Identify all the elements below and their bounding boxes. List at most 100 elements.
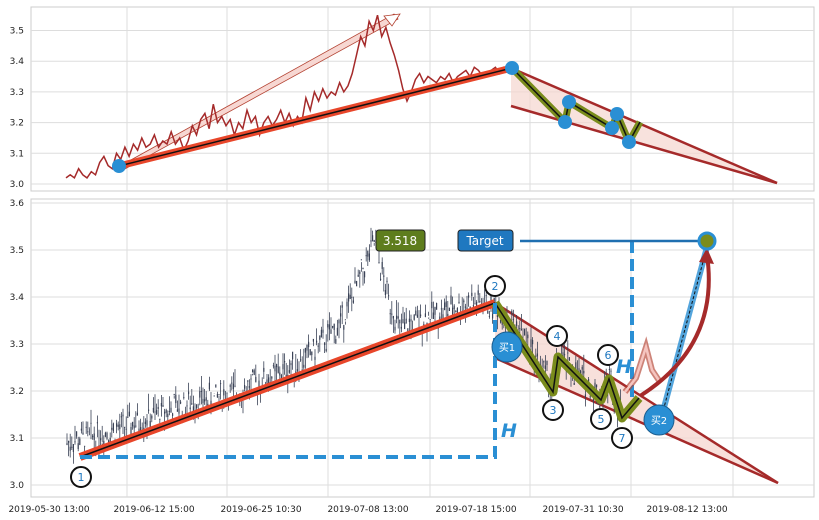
candle-body (136, 412, 138, 416)
candle-body (466, 307, 468, 310)
height-label-right: H (616, 356, 632, 378)
candle-body (96, 422, 98, 424)
candle-body (127, 416, 129, 418)
candle-body (231, 382, 233, 384)
candle-body (120, 416, 122, 418)
candle-body (285, 374, 287, 377)
candle-body (592, 399, 594, 402)
candle-body (101, 443, 103, 445)
candle-body (218, 394, 220, 396)
candle-body (255, 376, 257, 383)
candle-body (532, 340, 534, 345)
buy1-label: 买1 (499, 342, 515, 354)
candle-body (536, 353, 538, 357)
candle-body (223, 389, 225, 396)
candle-body (200, 391, 202, 392)
top-projection-arrowhead (383, 13, 401, 27)
candle-body (226, 392, 228, 394)
candle-body (442, 314, 444, 320)
candle-body (72, 444, 74, 452)
candle-body (392, 315, 394, 319)
candle-body (76, 431, 78, 437)
projection-arrow-line (661, 246, 708, 416)
point-label-text: 2 (492, 280, 499, 293)
candle-body (383, 275, 385, 277)
candle-body (207, 403, 209, 406)
top-panel-frame (30, 6, 815, 192)
candle-body (365, 255, 367, 257)
candle-body (229, 385, 231, 387)
candle-body (580, 370, 582, 374)
candle-body (567, 352, 569, 354)
candle-body (84, 445, 86, 447)
candle-body (132, 421, 134, 427)
top-y-tick-label: 3.3 (10, 88, 24, 98)
candle-body (428, 317, 430, 319)
candle-body (167, 413, 169, 417)
top-y-tick-label: 3.5 (10, 27, 24, 37)
candle-body (130, 427, 132, 436)
candle-body (202, 398, 204, 404)
candle-body (288, 370, 290, 373)
candle-body (391, 313, 393, 315)
candle-body (535, 355, 537, 357)
candle-body (455, 311, 457, 313)
candle-body (493, 297, 495, 303)
bottom-plot-area: H H 3.518 Target 买1 买2 1 2 3 4 5 6 7 (66, 227, 779, 488)
bottom-zigzag-line (494, 302, 640, 420)
candle-body (352, 300, 354, 303)
candle-body (341, 305, 343, 308)
candle-body (160, 403, 162, 407)
candle-body (373, 239, 375, 243)
candle-body (344, 319, 346, 321)
candle-body (159, 418, 161, 421)
candle-body (511, 310, 513, 315)
candle-body (164, 411, 166, 414)
top-y-tick-label: 3.0 (10, 180, 25, 190)
candle-body (407, 328, 409, 332)
point-label-text: 4 (554, 330, 561, 343)
candle-body (434, 306, 436, 315)
candle-body (562, 352, 564, 359)
candle-body (112, 423, 114, 432)
candle-body (568, 357, 570, 361)
candle-body (325, 348, 327, 352)
candle-body (82, 432, 84, 435)
curved-arrowhead (699, 248, 714, 264)
candle-body (156, 409, 158, 414)
candle-body (333, 323, 335, 330)
candle-body (68, 441, 70, 443)
candle-body (471, 292, 473, 296)
candle-body (332, 325, 334, 328)
candle-body (546, 360, 548, 365)
candle-body (215, 384, 217, 388)
top-point-marker (558, 115, 572, 129)
candle-body (311, 351, 313, 356)
candle-body (277, 366, 279, 374)
candle-body (487, 310, 489, 314)
candle-body (448, 307, 450, 311)
candle-body (320, 329, 322, 338)
candle-body (378, 262, 380, 264)
bottom-x-tick-label: 2019-07-18 15:00 (435, 505, 516, 515)
candle-body (312, 338, 314, 342)
candle-body (170, 407, 172, 413)
top-wedge-upper (510, 66, 778, 185)
candle-body (71, 446, 73, 448)
candle-body (351, 296, 353, 298)
candle-body (477, 290, 479, 295)
candle-body (85, 426, 87, 428)
candle-body (196, 404, 198, 408)
candle-body (336, 327, 338, 336)
top-y-tick-label: 3.2 (10, 119, 24, 129)
candle-body (140, 427, 142, 431)
candle-body (133, 425, 135, 429)
candle-body (199, 391, 201, 398)
candle-body (458, 301, 460, 304)
candle-body (543, 360, 545, 363)
candle-body (146, 420, 148, 426)
candle-body (386, 280, 388, 283)
candle-body (413, 314, 415, 320)
